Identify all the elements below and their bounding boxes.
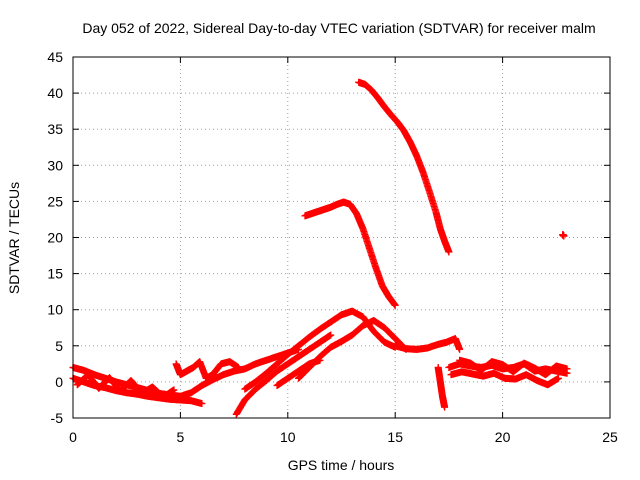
series-arc-rising-7-11 [232, 331, 335, 418]
series-isolated-point [559, 231, 568, 240]
series-arc-late-flat-3 [456, 356, 571, 379]
y-tick-label: 10 [47, 302, 63, 318]
y-tick-label: 15 [47, 266, 63, 282]
data-point [554, 374, 562, 382]
y-tick-label: 25 [47, 193, 63, 209]
data-point [198, 400, 206, 408]
series-arc-low-early-3 [73, 371, 178, 401]
series-arc-drop-17 [434, 363, 449, 411]
series-arc-high-descending [355, 78, 453, 256]
y-tick-label: -5 [51, 410, 64, 426]
chart-title: Day 052 of 2022, Sidereal Day-to-day VTE… [82, 20, 595, 36]
x-tick-label: 5 [177, 429, 185, 445]
series-arc-bumps-5-8 [172, 358, 242, 382]
data-point [295, 345, 303, 353]
x-tick-label: 15 [387, 429, 403, 445]
y-tick-label: 0 [55, 374, 63, 390]
x-tick-label: 10 [280, 429, 296, 445]
y-tick-label: 20 [47, 230, 63, 246]
y-tick-label: 5 [55, 338, 63, 354]
y-tick-label: 30 [47, 157, 63, 173]
data-point [456, 345, 464, 353]
data-point [327, 331, 335, 339]
series-arc-mid-peak [301, 198, 399, 309]
data-point [445, 248, 453, 256]
x-tick-label: 25 [602, 429, 618, 445]
data-marks [69, 78, 571, 418]
y-tick-label: 35 [47, 121, 63, 137]
x-axis-label: GPS time / hours [288, 457, 395, 473]
series-arc-rising-main [241, 307, 399, 393]
series-arc-plateau-15-17 [391, 335, 464, 353]
data-point [441, 403, 449, 411]
data-point [391, 301, 399, 309]
data-point [560, 232, 568, 240]
x-tick-label: 0 [69, 429, 77, 445]
y-tick-label: 45 [47, 49, 63, 65]
x-tick-label: 20 [495, 429, 511, 445]
data-point [316, 356, 324, 364]
series-arc-rising-6-10 [176, 345, 303, 400]
data-point [563, 365, 571, 373]
y-tick-label: 40 [47, 85, 63, 101]
data-point [170, 386, 178, 394]
series-arc-rising-9-11 [273, 356, 324, 390]
y-axis-label: SDTVAR / TECUs [6, 182, 22, 294]
plot-frame [72, 56, 611, 419]
